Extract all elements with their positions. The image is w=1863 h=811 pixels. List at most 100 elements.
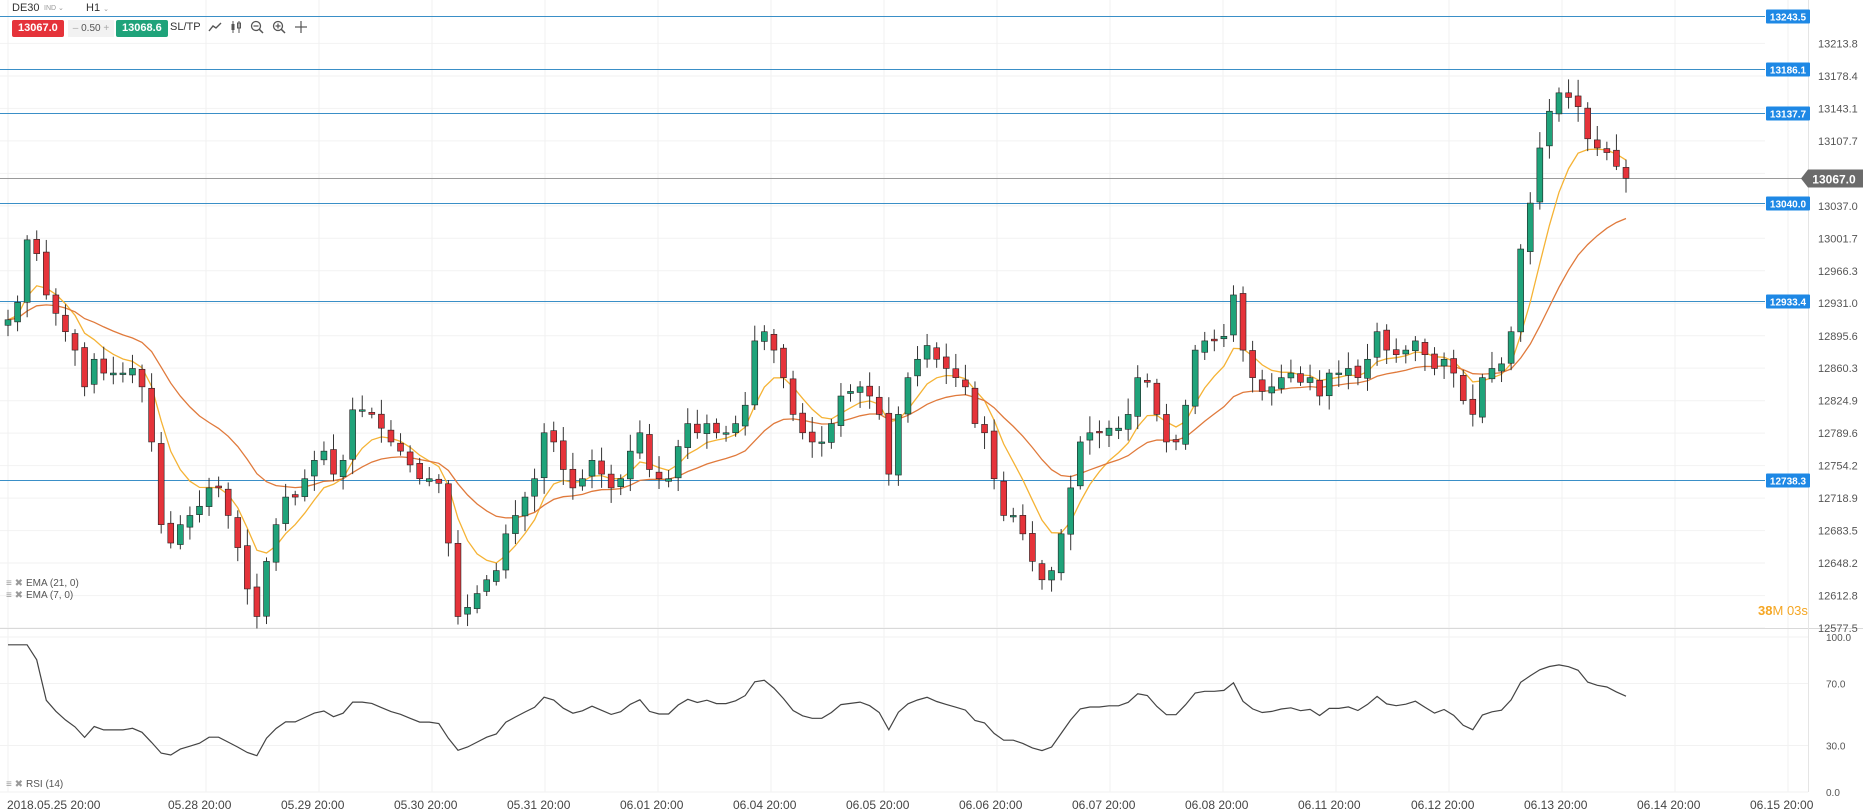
candle-body — [1469, 398, 1477, 415]
candle-body — [378, 413, 385, 429]
symbol-type: IND ⌄ — [44, 4, 64, 12]
countdown-minutes: 38 — [1758, 603, 1773, 618]
ema21-legend[interactable]: ≡ ✖ EMA (21, 0) — [6, 578, 79, 589]
time-tick-label: 05.31 20:00 — [507, 798, 571, 811]
candle-body — [1613, 149, 1620, 167]
candle-body — [397, 442, 404, 452]
lot-decrease-button[interactable]: – — [72, 23, 79, 34]
level-tag-label: 13186.1 — [1770, 66, 1807, 77]
candle-body — [1268, 386, 1276, 394]
menu-icon[interactable]: ≡ ✖ — [6, 578, 23, 589]
price-tick-label: 13107.7 — [1818, 136, 1858, 148]
candle-body — [761, 331, 768, 342]
candle-body — [579, 478, 586, 487]
candle-body — [923, 345, 931, 360]
ema7-label: EMA (7, 0) — [26, 590, 74, 601]
level-tag-label: 12738.3 — [1770, 477, 1807, 488]
menu-icon[interactable]: ≡ ✖ — [6, 590, 23, 601]
lot-size-value[interactable]: 0.50 — [81, 23, 101, 34]
candle-body — [4, 319, 12, 326]
candle-body — [1316, 379, 1323, 397]
lot-size-stepper[interactable]: – 0.50 + — [68, 20, 114, 37]
buy-button[interactable]: 13068.6 — [116, 20, 168, 37]
candle-body — [521, 496, 529, 517]
candle-body — [588, 460, 596, 477]
candle-body — [110, 372, 117, 376]
level-tag — [1766, 294, 1810, 309]
candle-body — [253, 586, 261, 617]
candle-body — [148, 387, 155, 443]
time-tick-label: 05.30 20:00 — [394, 798, 458, 811]
candle-body — [1546, 110, 1553, 147]
candle-body — [138, 368, 146, 388]
candle-body — [847, 391, 854, 394]
candle-body — [1402, 349, 1410, 355]
candle-body — [1335, 372, 1343, 375]
candle-body — [167, 522, 175, 544]
candle-body — [435, 478, 443, 484]
ema7-legend[interactable]: ≡ ✖ EMA (7, 0) — [6, 590, 73, 601]
sell-button[interactable]: 13067.0 — [12, 20, 64, 37]
candle-body — [1594, 139, 1601, 149]
price-tick-label: 12860.3 — [1818, 363, 1858, 375]
candle-body — [942, 356, 950, 369]
candle-body — [1239, 293, 1247, 351]
candlestick-icon[interactable] — [228, 20, 246, 38]
candle-body — [1440, 358, 1448, 367]
zoom-out-icon[interactable] — [248, 20, 266, 38]
candle-body — [1383, 329, 1390, 351]
candle-body — [569, 468, 577, 489]
candle-body — [512, 515, 519, 534]
candle-body — [1057, 533, 1065, 574]
candle-body — [866, 385, 873, 397]
sltp-button[interactable]: SL/TP — [170, 21, 201, 33]
price-tick-label: 13178.4 — [1818, 71, 1858, 83]
candle-body — [215, 485, 222, 489]
time-tick-label: 06.13 20:00 — [1524, 798, 1588, 811]
ema21-line — [7, 217, 1627, 519]
price-tick-label: 12966.3 — [1818, 266, 1858, 278]
candle-body — [81, 347, 88, 388]
price-tick-label: 12648.2 — [1818, 558, 1858, 570]
candle-body — [607, 473, 615, 489]
level-tag — [1766, 473, 1810, 488]
candle-body — [952, 368, 960, 378]
candle-body — [502, 533, 510, 571]
candle-body — [1134, 377, 1141, 417]
price-tick-label: 12895.6 — [1818, 331, 1858, 343]
level-tags: 13243.5 13186.1 13137.7 13040.0 12933.4 12738… — [1766, 9, 1863, 488]
candle-body — [90, 358, 98, 385]
price-tick-label: 12718.9 — [1818, 493, 1858, 505]
candle-body — [1278, 377, 1285, 389]
lot-increase-button[interactable]: + — [103, 23, 110, 34]
time-tick-label: 06.06 20:00 — [959, 798, 1023, 811]
candle-body — [856, 386, 864, 393]
horizontal-levels — [0, 16, 1808, 481]
crosshair-icon[interactable] — [292, 20, 310, 38]
timeframe-label: H1 — [86, 2, 101, 14]
menu-icon[interactable]: ≡ ✖ — [6, 779, 23, 790]
rsi-tick-label: 30.0 — [1826, 742, 1846, 753]
candle-body — [1000, 480, 1007, 516]
candle-body — [483, 579, 490, 592]
candle-body — [14, 302, 21, 323]
candle-body — [741, 404, 749, 427]
symbol-label[interactable]: DE30 — [12, 2, 40, 14]
price-tick-label: 12789.6 — [1818, 428, 1858, 440]
candle-body — [416, 463, 423, 480]
rsi-legend[interactable]: ≡ ✖ RSI (14) — [6, 779, 63, 790]
candle-body — [990, 430, 998, 480]
time-tick-label: 06.04 20:00 — [733, 798, 797, 811]
chevron-down-icon[interactable]: ⌄ — [58, 5, 64, 12]
candle-body — [1526, 202, 1534, 252]
ema-lines — [7, 148, 1627, 564]
candle-body — [1086, 432, 1094, 441]
price-axis: 13213.813178.413143.113107.713072.413037… — [1818, 38, 1858, 635]
timeframe-selector[interactable]: H1 ⌄ — [86, 2, 109, 14]
countdown-m: M — [1772, 603, 1784, 618]
line-tool-icon[interactable] — [206, 20, 224, 38]
zoom-in-icon[interactable] — [270, 20, 288, 38]
candle-body — [1211, 338, 1218, 342]
candle-body — [1163, 414, 1170, 443]
